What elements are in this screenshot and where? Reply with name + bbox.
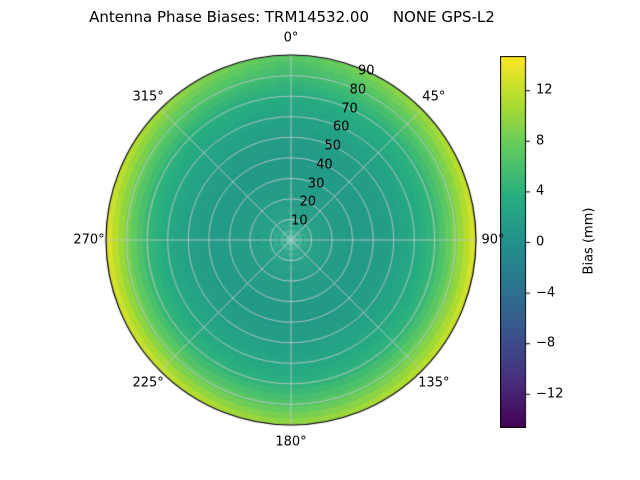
angular-tick-label: 225°	[132, 375, 164, 391]
angular-tick-label: 45°	[422, 89, 446, 105]
colorbar-tick-label: 12	[536, 82, 553, 98]
radial-tick-label: 40	[316, 157, 333, 173]
colorbar-tick-label: 8	[536, 133, 545, 149]
colorbar-tick-label: −12	[536, 386, 564, 402]
colorbar-canvas	[500, 56, 534, 428]
radial-tick-label: 90	[357, 63, 375, 79]
radial-tick-label: 10	[291, 213, 308, 229]
polar-heatmap-canvas	[101, 50, 481, 430]
radial-tick-label: 20	[299, 194, 316, 210]
angular-tick-label: 270°	[73, 232, 105, 248]
colorbar-axis-label: Bias (mm)	[581, 207, 597, 275]
chart-title: Antenna Phase Biases: TRM14532.00 NONE G…	[89, 8, 495, 26]
radial-tick-label: 70	[341, 101, 358, 117]
angular-tick-label: 90°	[481, 232, 505, 248]
angular-tick-label: 0°	[283, 30, 299, 46]
angular-tick-label: 135°	[418, 375, 450, 391]
radial-tick-label: 50	[324, 138, 342, 154]
colorbar-tick-label: −4	[536, 285, 556, 301]
colorbar-tick-label: 4	[536, 183, 545, 199]
angular-tick-label: 315°	[132, 89, 164, 105]
colorbar-tick-label: 0	[536, 234, 545, 250]
radial-tick-label: 80	[349, 82, 367, 98]
radial-tick-label: 30	[307, 176, 325, 192]
colorbar-tick-label: −8	[536, 335, 556, 351]
radial-tick-label: 60	[332, 119, 350, 135]
angular-tick-label: 180°	[275, 434, 307, 450]
